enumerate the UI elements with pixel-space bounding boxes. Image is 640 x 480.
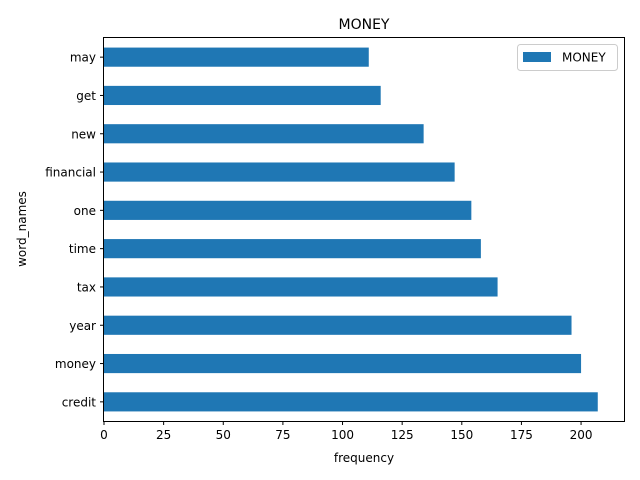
x-tick-label: 100 — [331, 428, 354, 442]
legend: MONEY — [517, 44, 618, 71]
x-tick-label: 150 — [450, 428, 473, 442]
y-tick-label: may — [70, 51, 96, 65]
x-tick-label: 175 — [510, 428, 533, 442]
y-tick-label: get — [76, 89, 96, 103]
x-tick-label: 125 — [391, 428, 414, 442]
y-axis-ticks: credit money year tax time one financial new get… — [45, 51, 104, 409]
x-axis-title: frequency — [334, 451, 394, 465]
bar-tax — [104, 277, 498, 297]
bar-get — [104, 85, 381, 106]
bar-new — [104, 124, 424, 144]
x-tick-label: 75 — [275, 428, 290, 442]
x-tick-label: 0 — [100, 428, 108, 442]
bar-may — [104, 47, 369, 67]
y-tick-label: year — [69, 319, 96, 333]
chart-title: MONEY — [339, 17, 390, 33]
bar-year — [104, 315, 572, 335]
y-tick-label: time — [69, 242, 96, 256]
bar-credit — [104, 392, 598, 412]
y-tick-label: money — [55, 357, 96, 371]
bar-money — [104, 353, 582, 374]
x-tick-label: 25 — [156, 428, 171, 442]
legend-frame — [517, 44, 618, 71]
y-axis-title: word_names — [15, 191, 29, 267]
plot-frame — [103, 37, 625, 422]
bar-financial — [104, 162, 455, 182]
bar-time — [104, 239, 481, 259]
bar-one — [104, 200, 472, 220]
x-axis-ticks: 0 25 50 75 100 125 150 175 200 — [100, 421, 593, 442]
legend-swatch — [523, 52, 551, 62]
bars-group — [104, 47, 598, 412]
y-tick-label: new — [71, 127, 96, 141]
y-tick-label: one — [74, 204, 96, 218]
legend-label: MONEY — [562, 51, 606, 65]
x-tick-label: 200 — [570, 428, 593, 442]
x-tick-label: 50 — [216, 428, 231, 442]
y-tick-label: financial — [45, 166, 96, 180]
y-tick-label: tax — [77, 280, 96, 294]
y-tick-label: credit — [62, 395, 97, 409]
